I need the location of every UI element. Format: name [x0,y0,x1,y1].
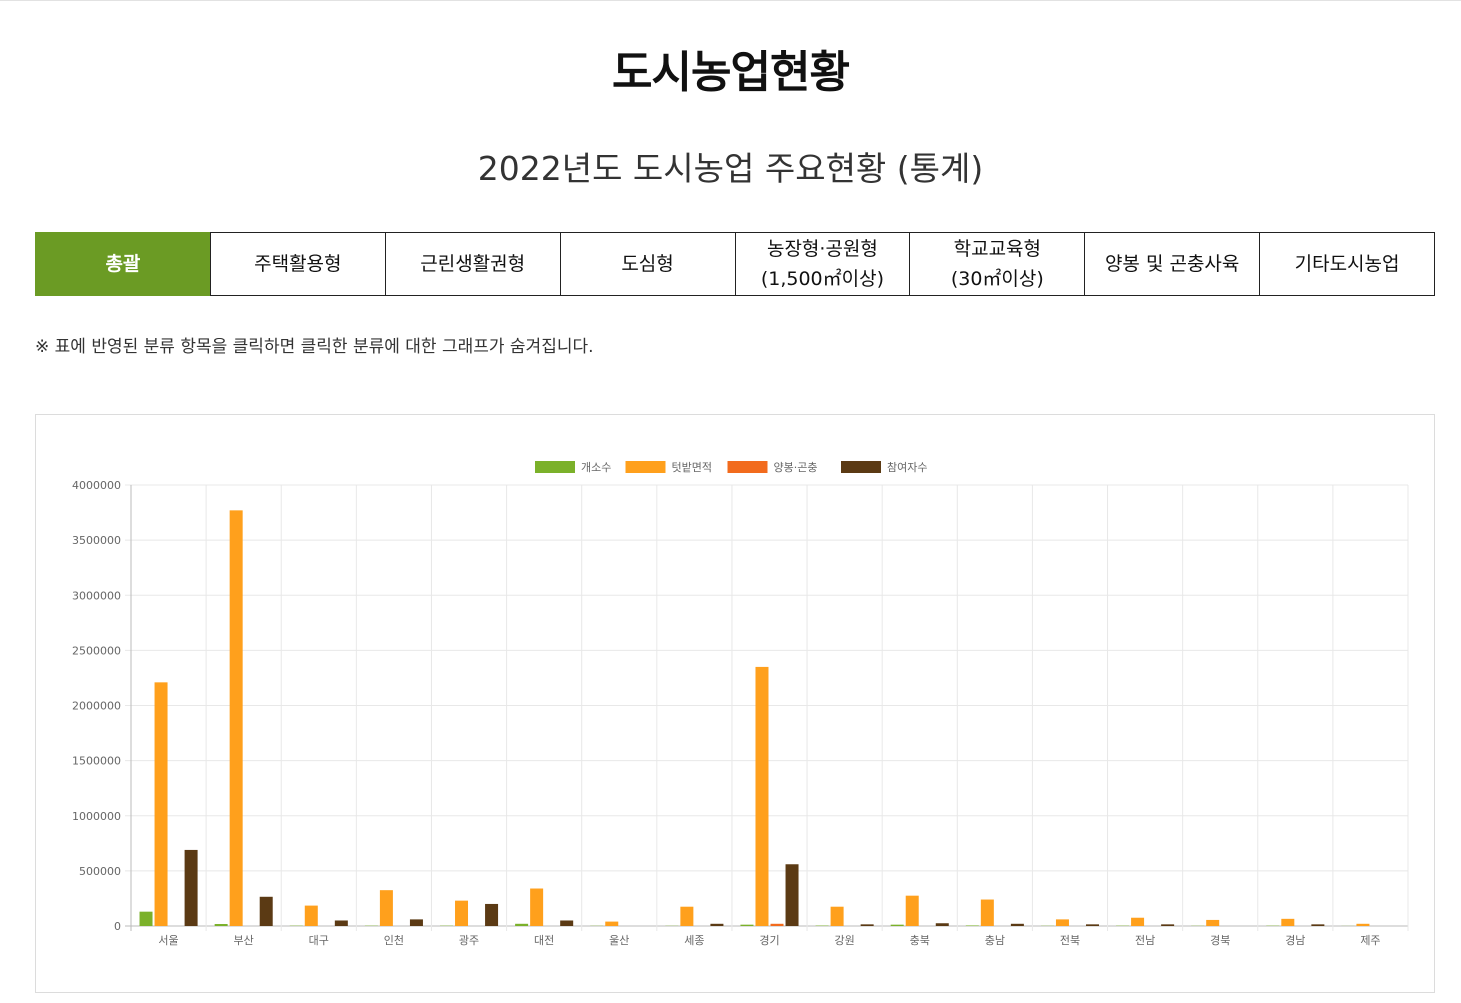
y-tick-label: 3000000 [72,589,121,602]
y-tick-label: 0 [114,920,121,933]
chart-notice: ※ 표에 반영된 분류 항목을 클릭하면 클릭한 분류에 대한 그래프가 숨겨집… [35,337,594,357]
x-tick-label: 충남 [985,934,1005,947]
bar-충남-텃밭면적[interactable] [980,899,994,926]
legend-label[interactable]: 텃밭면적 [672,461,712,474]
bar-강원-참여자수[interactable] [860,924,874,926]
bar-충남-참여자수[interactable] [1010,923,1024,926]
bar-대전-개소수[interactable] [515,923,529,926]
bar-제주-텃밭면적[interactable] [1356,923,1370,926]
tab-label: 주택활용형 [254,253,342,275]
bar-전북-참여자수[interactable] [1086,924,1100,926]
bar-경기-양봉·곤충[interactable] [770,923,784,926]
tab-downtown[interactable]: 도심형 [559,233,735,295]
tab-sublabel: (1,500㎡이상) [760,268,885,290]
tab-label: 총괄 [105,253,141,275]
x-tick-label: 울산 [609,934,629,947]
bar-경북-텃밭면적[interactable] [1206,919,1220,926]
x-tick-label: 전북 [1060,934,1080,947]
bar-경남-텃밭면적[interactable] [1281,918,1295,926]
bar-chart: 4000000 3500000 3000000 2500000 2000000 15000… [72,461,1409,947]
x-tick-label: 서울 [158,934,178,947]
tab-housing[interactable]: 주택활용형 [209,233,385,295]
bar-전남-텃밭면적[interactable] [1131,917,1145,926]
tab-farm-park[interactable]: 농장형·공원형 (1,500㎡이상) [734,233,910,295]
x-tick-label: 광주 [459,934,479,947]
bar-충북-개소수[interactable] [890,924,904,926]
y-tick-label: 3500000 [72,534,121,547]
bar-대전-텃밭면적[interactable] [530,888,544,926]
legend-label[interactable]: 양봉·곤충 [774,461,818,474]
tab-label: 농장형·공원형 [766,238,878,260]
y-tick-label: 2000000 [72,700,121,713]
legend-label[interactable]: 개소수 [581,461,611,474]
page-subtitle: 2022년도 도시농업 주요현황 (통계) [477,149,984,188]
x-tick-label: 부산 [234,934,254,947]
bar-충북-참여자수[interactable] [935,923,949,926]
tab-beekeeping-insects[interactable]: 양봉 및 곤충사육 [1084,233,1260,295]
legend-label[interactable]: 참여자수 [887,461,927,474]
x-tick-label: 대구 [309,934,329,947]
bar-세종-참여자수[interactable] [710,923,724,926]
legend-swatch[interactable] [535,461,575,473]
y-tick-label: 4000000 [72,479,121,492]
bar-대구-참여자수[interactable] [334,920,348,926]
y-tick-label: 2500000 [72,644,121,657]
tab-label: 학교교육형 [953,238,1042,260]
tab-label: 도심형 [621,253,674,275]
y-tick-label: 1000000 [72,810,121,823]
tab-label: 근린생활권형 [420,253,526,275]
bar-경남-참여자수[interactable] [1311,924,1325,926]
x-tick-label: 대전 [534,934,554,947]
bar-충남-개소수[interactable] [965,925,979,926]
category-tabs: 총괄 주택활용형 근린생활권형 도심형 농장형·공원형 (1,500㎡이상) 학… [35,232,1435,296]
bar-강원-텃밭면적[interactable] [830,906,844,926]
bar-부산-텃밭면적[interactable] [229,510,243,926]
tab-neighborhood[interactable]: 근린생활권형 [384,233,560,295]
bar-서울-개소수[interactable] [139,911,153,926]
bar-서울-텃밭면적[interactable] [154,682,168,926]
bar-전남-참여자수[interactable] [1161,924,1175,926]
page-title: 도시농업현황 [612,47,850,98]
bar-인천-참여자수[interactable] [409,919,423,926]
bar-부산-개소수[interactable] [214,924,228,926]
legend-swatch[interactable] [625,461,666,473]
tab-sublabel: (30㎡이상) [950,268,1044,290]
tab-label: 양봉 및 곤충사육 [1104,253,1240,275]
x-tick-label: 경기 [759,934,779,947]
bar-세종-텃밭면적[interactable] [680,906,694,926]
bar-대구-텃밭면적[interactable] [304,905,318,926]
bar-부산-참여자수[interactable] [259,896,273,926]
x-tick-label: 세종 [684,934,704,947]
tab-other[interactable]: 기타도시농업 [1259,233,1434,295]
x-tick-label: 경남 [1285,934,1305,947]
bar-울산-텃밭면적[interactable] [605,921,619,926]
tab-label: 기타도시농업 [1294,253,1400,275]
x-tick-label: 전남 [1135,934,1155,947]
bar-경기-개소수[interactable] [740,924,754,926]
bar-광주-텃밭면적[interactable] [455,900,469,926]
bar-광주-참여자수[interactable] [485,903,499,926]
chart-container: 4000000 3500000 3000000 2500000 2000000 15000… [35,414,1435,993]
top-border [0,0,1461,1]
x-tick-label: 제주 [1360,934,1380,947]
bar-서울-참여자수[interactable] [184,849,198,926]
legend-swatch[interactable] [727,461,768,473]
y-tick-label: 1500000 [72,755,121,768]
x-tick-label: 인천 [384,933,404,947]
y-tick-label: 500000 [79,865,121,878]
legend-swatch[interactable] [841,461,881,473]
bar-인천-텃밭면적[interactable] [379,890,393,926]
tab-summary[interactable]: 총괄 [35,232,210,296]
x-tick-label: 강원 [834,934,854,947]
bar-경기-참여자수[interactable] [785,864,799,926]
x-tick-label: 경북 [1210,934,1230,947]
tab-school[interactable]: 학교교육형 (30㎡이상) [909,233,1085,295]
x-tick-label: 충북 [910,934,930,947]
bar-충북-텃밭면적[interactable] [905,895,919,926]
bar-대전-참여자수[interactable] [560,920,574,926]
bar-경기-텃밭면적[interactable] [755,666,769,926]
bar-전북-텃밭면적[interactable] [1055,919,1069,926]
